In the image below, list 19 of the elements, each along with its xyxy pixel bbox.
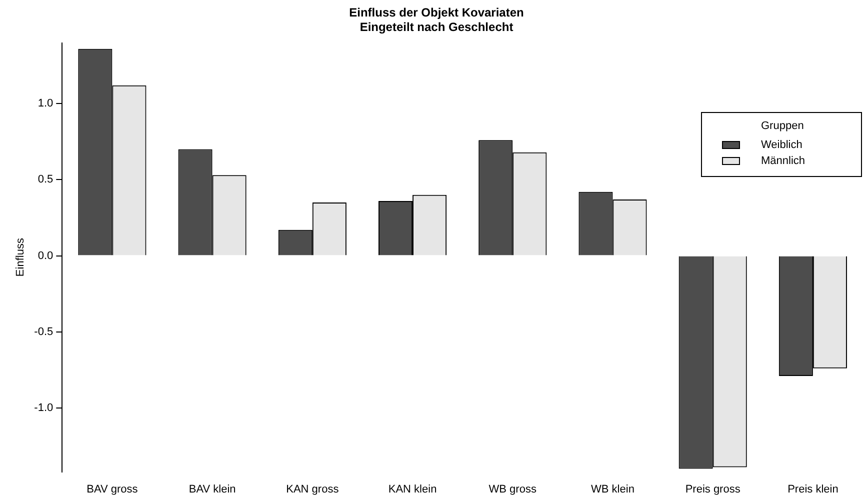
x-tick-label: KAN klein: [388, 483, 437, 496]
x-tick-label: WB klein: [591, 483, 634, 496]
chart-subtitle: Eingeteilt nach Geschlecht: [360, 20, 514, 34]
y-tick-label: 0.5: [38, 174, 54, 186]
y-tick-label: 0.0: [38, 250, 54, 262]
x-tick-label: KAN gross: [286, 483, 340, 496]
chart-title: Einfluss der Objekt Kovariaten: [349, 6, 524, 20]
legend-title: Gruppen: [761, 120, 804, 132]
legend-label: Männlich: [761, 155, 806, 168]
x-tick-label: BAV gross: [86, 483, 138, 496]
y-tick-label: -1.0: [34, 402, 54, 414]
x-tick-label: BAV klein: [188, 483, 236, 496]
legend-label: Weiblich: [761, 139, 802, 152]
x-tick-label: Preis klein: [788, 483, 838, 496]
y-tick-label: 1.0: [38, 98, 54, 110]
y-tick-label: -0.5: [34, 326, 54, 338]
x-tick-label: Preis gross: [685, 483, 741, 496]
y-axis-title: Einfluss: [14, 238, 27, 277]
x-tick-label: WB gross: [488, 483, 537, 496]
